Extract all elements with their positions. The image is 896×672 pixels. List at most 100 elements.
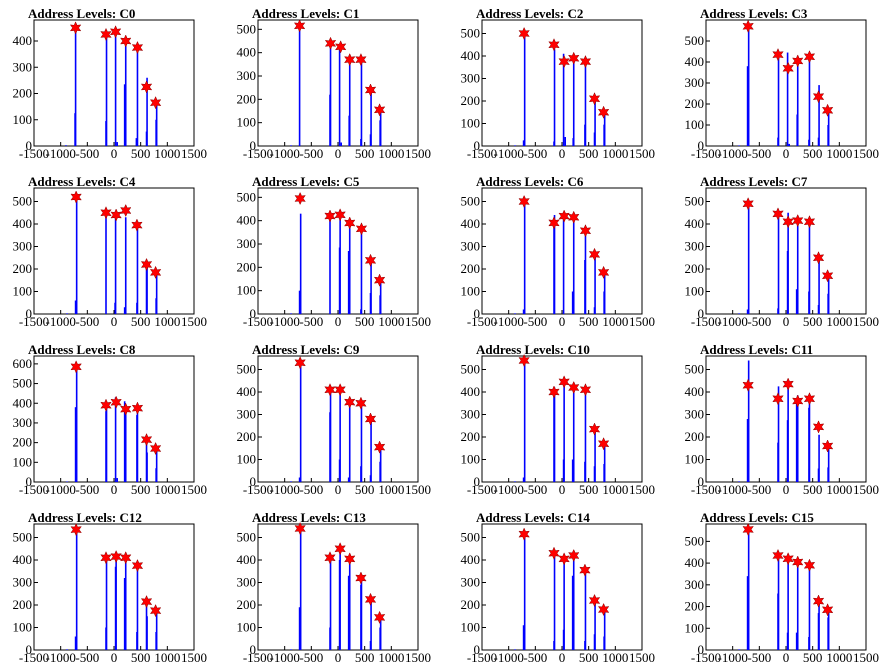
y-tick-label: 500 <box>461 530 481 545</box>
y-tick-label: 0 <box>250 642 257 657</box>
x-tick-label: 1000 <box>826 482 852 497</box>
chart-panel: Address Levels: C14 0 100 200 300 400 500 -1500… <box>448 504 672 672</box>
y-tick-label: 0 <box>250 306 257 321</box>
chart-title: Address Levels: C6 <box>476 174 584 189</box>
peak-marker <box>324 36 337 50</box>
y-tick-label: 100 <box>13 284 33 299</box>
y-tick-label: 100 <box>13 454 33 469</box>
chart-panel: Address Levels: C7 0 100 200 300 400 500 -1500-… <box>672 168 896 336</box>
x-tick-label: -500 <box>747 650 771 665</box>
x-tick-label: -500 <box>299 146 323 161</box>
peak-marker <box>782 61 794 75</box>
x-tick-label: 0 <box>783 314 790 329</box>
peak-marker <box>120 203 132 218</box>
peak-marker <box>293 19 306 33</box>
y-tick-label: 400 <box>685 384 705 399</box>
peak-marker <box>568 380 580 395</box>
y-tick-label: 500 <box>685 33 705 48</box>
x-tick-label: -1000 <box>45 146 75 161</box>
x-tick-label: 1000 <box>378 482 404 497</box>
x-tick-label: 0 <box>559 314 566 329</box>
peak-marker <box>334 542 346 556</box>
y-tick-label: 0 <box>698 642 705 657</box>
peak-marker <box>518 353 530 368</box>
peak-marker <box>70 360 82 374</box>
peak-marker <box>782 377 794 391</box>
x-tick-label: 1000 <box>826 650 852 665</box>
peak-marker <box>149 96 162 110</box>
x-tick-label: 0 <box>559 650 566 665</box>
x-tick-label: 1500 <box>405 650 431 665</box>
x-tick-label: -500 <box>523 482 547 497</box>
y-tick-label: 100 <box>237 115 257 130</box>
peak-marker <box>131 401 144 415</box>
x-tick-label: -1500 <box>243 314 273 329</box>
x-tick-label: -1500 <box>19 482 49 497</box>
peak-marker <box>803 215 816 229</box>
y-tick-label: 100 <box>237 620 257 635</box>
chart-title: Address Levels: C13 <box>252 510 366 525</box>
peak-marker <box>324 383 336 397</box>
y-tick-label: 500 <box>13 194 33 209</box>
peak-marker <box>597 602 610 617</box>
chart-panel: Address Levels: C15 0 100 200 300 400 500 -1500… <box>672 504 896 672</box>
y-tick-label: 500 <box>237 362 257 377</box>
chart-panel: Address Levels: C3 0 100 200 300 400 500 -1500-… <box>672 0 896 168</box>
y-tick-label: 400 <box>13 395 33 410</box>
peak-marker <box>364 412 377 426</box>
chart-title: Address Levels: C15 <box>700 510 814 525</box>
x-tick-label: -1500 <box>243 146 273 161</box>
x-tick-label: -500 <box>75 482 99 497</box>
peak-marker <box>334 40 347 54</box>
x-tick-label: 0 <box>335 314 342 329</box>
peak-marker <box>588 247 601 262</box>
peak-marker <box>597 437 610 451</box>
peak-marker <box>772 392 784 406</box>
peak-marker <box>568 548 580 563</box>
x-tick-label: 1500 <box>853 146 879 161</box>
peak-marker <box>742 197 754 211</box>
chart-panel: Address Levels: C2 0 100 200 300 400 500 -1500-… <box>448 0 672 168</box>
peak-marker <box>355 396 367 410</box>
x-tick-label: -500 <box>75 650 99 665</box>
x-tick-label: 500 <box>803 482 823 497</box>
y-tick-label: 400 <box>237 552 257 567</box>
peak-marker <box>149 265 162 280</box>
x-tick-label: -1500 <box>19 146 49 161</box>
x-tick-label: 0 <box>335 650 342 665</box>
x-tick-label: 500 <box>355 146 375 161</box>
peak-marker <box>364 83 377 97</box>
y-tick-label: 0 <box>250 138 257 153</box>
y-tick-label: 0 <box>474 474 481 489</box>
y-tick-label: 200 <box>685 96 705 111</box>
y-tick-label: 200 <box>685 429 705 444</box>
y-tick-label: 600 <box>13 356 33 371</box>
peak-marker <box>110 550 122 564</box>
peak-marker <box>109 25 122 39</box>
x-tick-label: 1000 <box>826 314 852 329</box>
chart-title: Address Levels: C0 <box>28 6 136 21</box>
x-tick-label: 1500 <box>181 146 207 161</box>
x-tick-label: 1500 <box>181 314 207 329</box>
y-tick-label: 300 <box>237 407 257 422</box>
peak-marker <box>324 551 336 565</box>
peak-marker <box>597 105 610 119</box>
peak-marker <box>324 209 336 223</box>
y-tick-label: 200 <box>13 261 33 276</box>
peak-marker <box>120 34 132 48</box>
peak-marker <box>344 552 356 566</box>
x-tick-label: 500 <box>579 482 599 497</box>
plot-frame <box>705 523 867 651</box>
x-tick-label: 500 <box>579 314 599 329</box>
x-tick-label: -1000 <box>493 650 523 665</box>
peak-marker <box>803 392 816 406</box>
y-tick-label: 400 <box>685 216 705 231</box>
peak-marker <box>568 210 580 224</box>
x-tick-label: 0 <box>783 482 790 497</box>
